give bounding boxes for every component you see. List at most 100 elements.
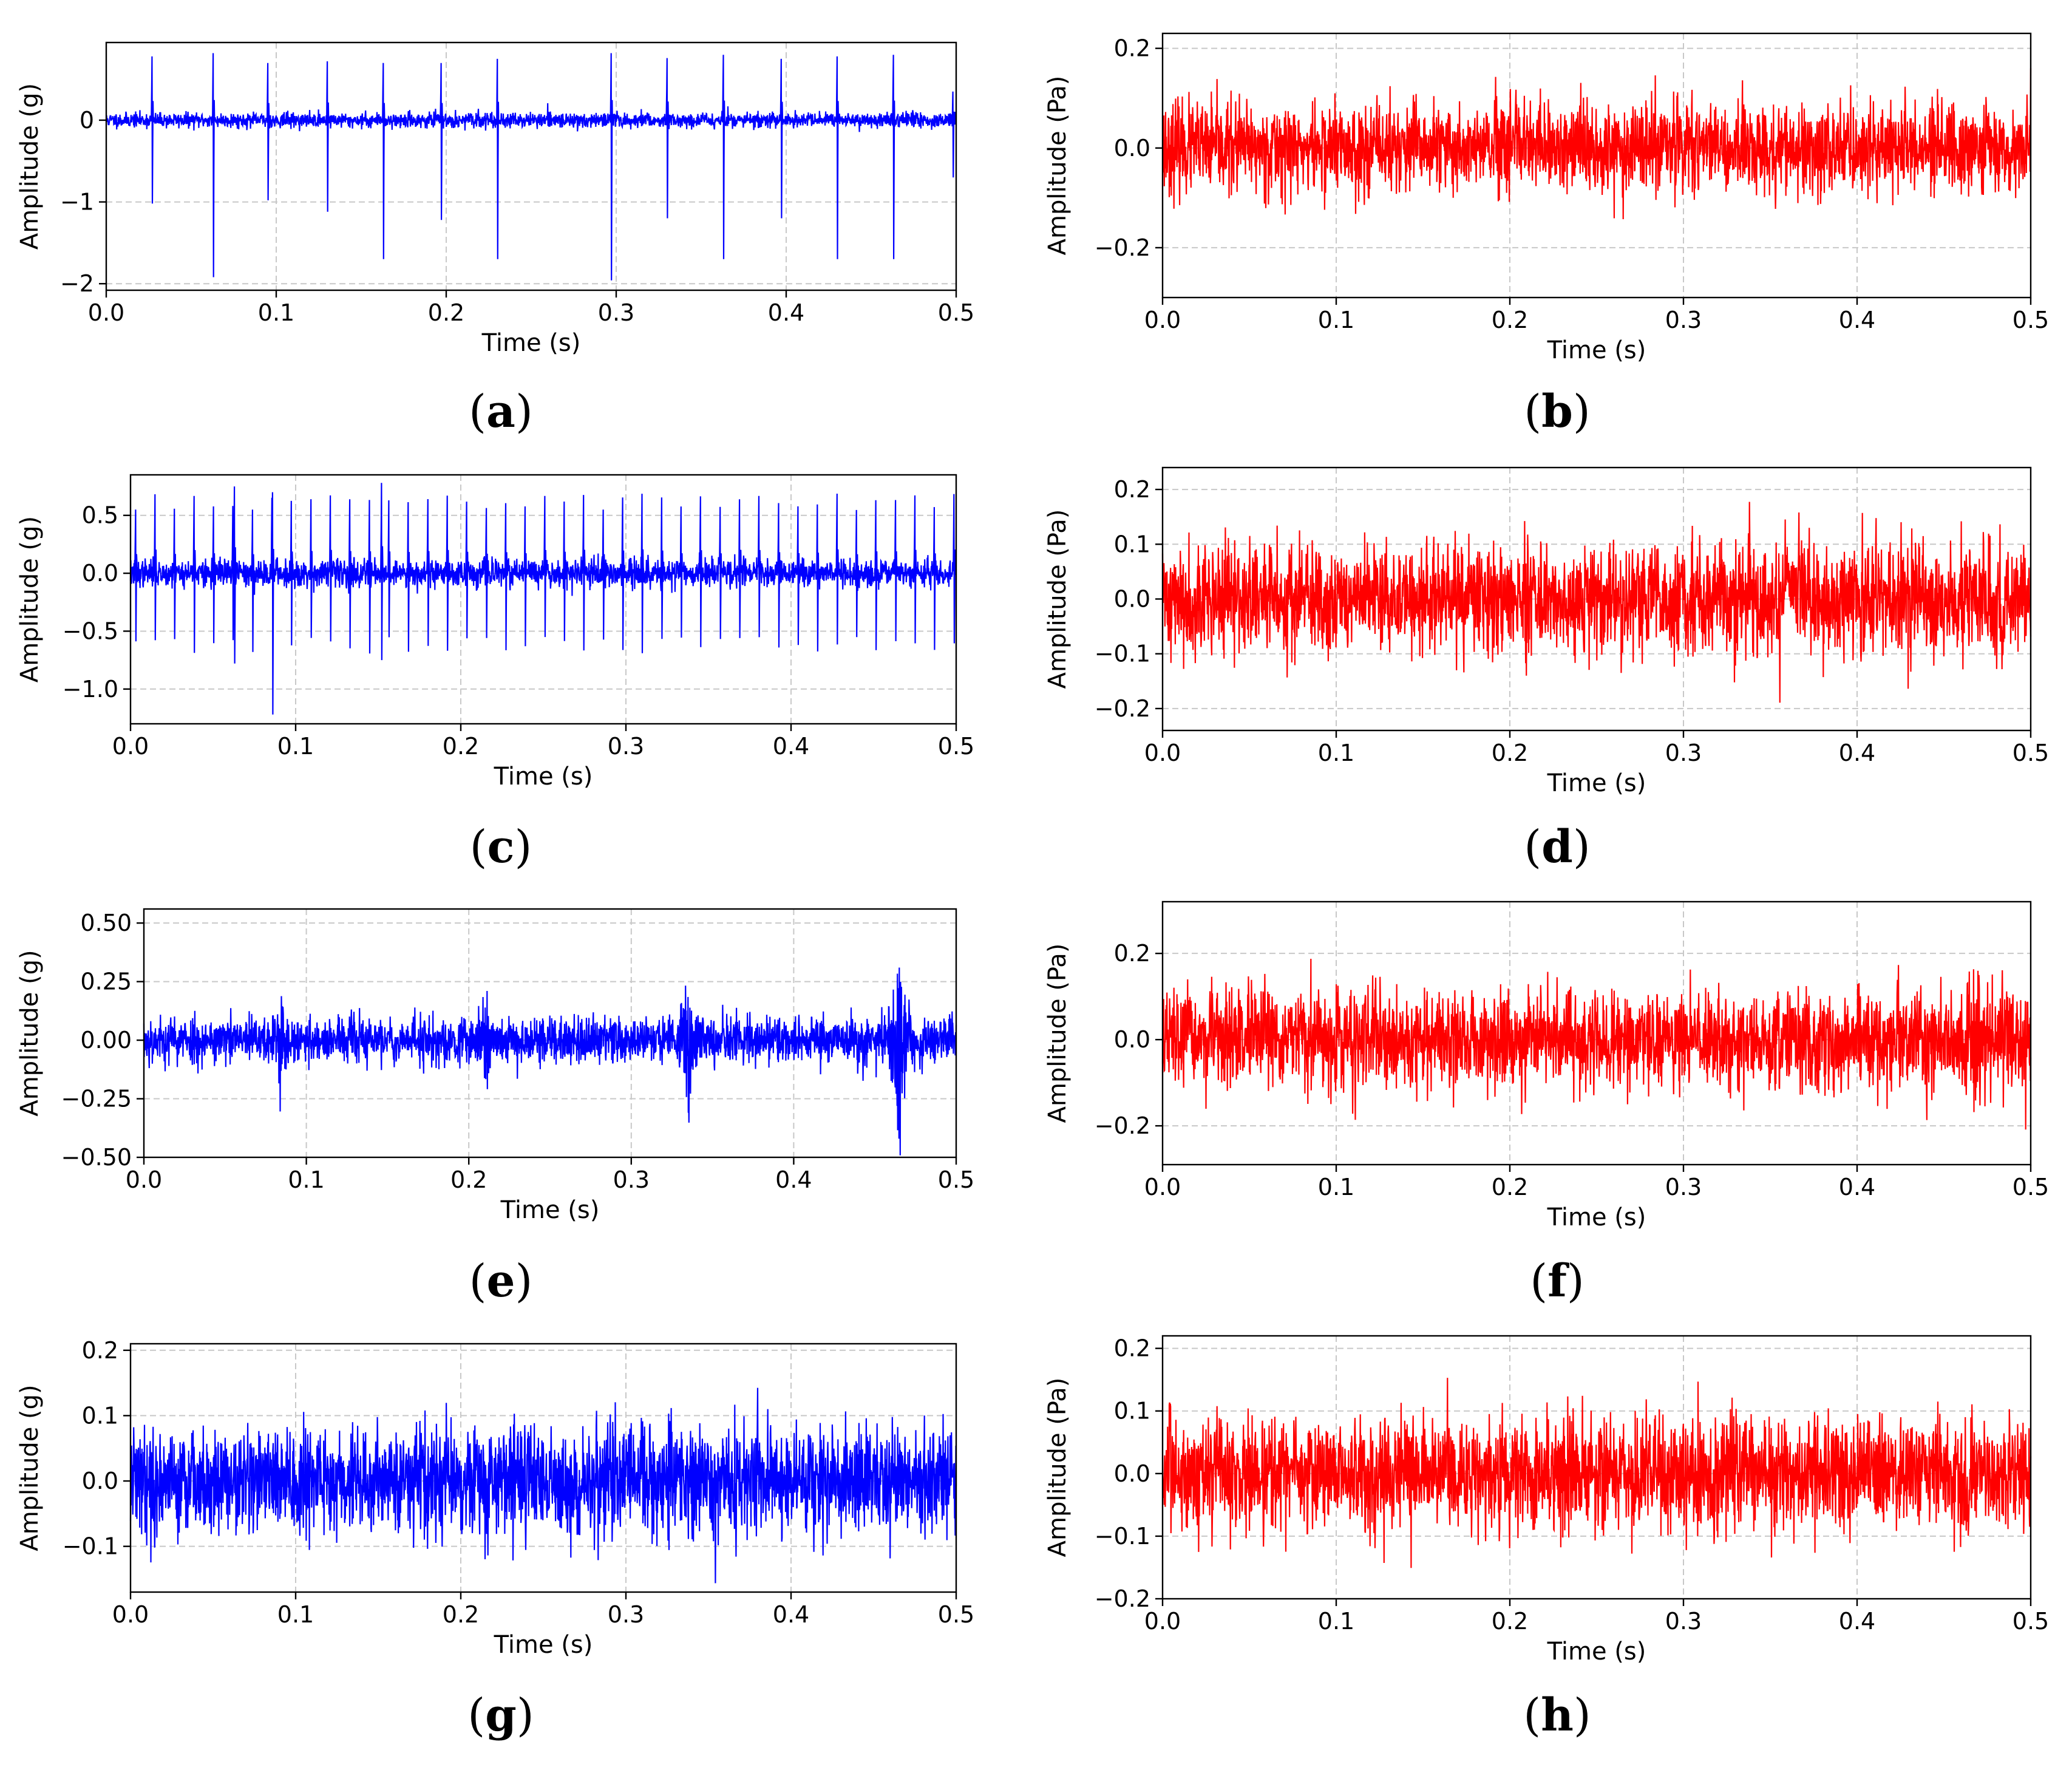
chart-panel-a: 0.0 0.1 0.2 0.3 0.4 0.5 −2 −1 0 Time (s) Amplitude…	[16, 41, 974, 438]
x-axis-label: Time (s)	[1547, 1203, 1646, 1231]
chart-panel-e: 0.0 0.1 0.2 0.3 0.4 0.5 −0.50 −0.25 0.00 0.25 0.50…	[16, 908, 974, 1307]
x-tick-label: 0.1	[1318, 1174, 1354, 1200]
series-line	[129, 1387, 957, 1584]
x-tick-label: 0.0	[1144, 307, 1181, 333]
x-tick-label: 0.4	[1839, 1608, 1875, 1635]
x-tick-label: 0.4	[775, 1166, 812, 1193]
y-tick-label: 0.2	[1114, 35, 1150, 62]
y-tick-label: 0.5	[82, 502, 118, 529]
x-axis-label: Time (s)	[494, 1631, 593, 1659]
chart-panel-d: 0.0 0.1 0.2 0.3 0.4 0.5 −0.2 −0.1 0.0 0.1 0.2 Time …	[1044, 466, 2049, 873]
plot-frame	[105, 41, 957, 291]
x-tick-label: 0.4	[768, 299, 804, 326]
y-tick-label: 0.0	[82, 1468, 118, 1494]
x-tick-label: 0.4	[773, 1601, 809, 1628]
x-tick-label: 0.3	[1665, 1174, 1702, 1200]
panel-caption: (g)	[467, 1689, 534, 1741]
plot-frame	[129, 1343, 957, 1593]
x-tick-label: 0.3	[598, 299, 634, 326]
x-tick-label: 0.0	[126, 1166, 162, 1193]
x-axis-label: Time (s)	[494, 763, 593, 791]
x-tick-label: 0.3	[613, 1166, 650, 1193]
y-tick-label: 0.2	[1114, 940, 1150, 967]
x-tick-label: 0.1	[277, 1601, 314, 1628]
y-tick-label: 0.0	[1114, 586, 1150, 613]
x-tick-label: 0.2	[1492, 307, 1528, 333]
y-tick-label: 0.0	[82, 560, 118, 587]
x-tick-label: 0.5	[2013, 307, 2049, 333]
x-tick-label: 0.2	[428, 299, 464, 326]
x-tick-label: 0.0	[1144, 740, 1181, 766]
x-tick-label: 0.3	[608, 733, 644, 760]
x-tick-label: 0.5	[938, 733, 974, 760]
series-line	[1161, 68, 2032, 220]
x-axis-label: Time (s)	[1547, 769, 1646, 797]
y-tick-label: −1	[60, 189, 94, 216]
series-line	[1161, 502, 2032, 703]
y-tick-label: 0.2	[1114, 476, 1150, 503]
y-tick-label: −0.1	[63, 1533, 118, 1560]
x-tick-label: 0.1	[288, 1166, 324, 1193]
panel-caption: (a)	[469, 386, 533, 438]
y-tick-label: −0.2	[1095, 1112, 1150, 1139]
panel-caption: (c)	[470, 821, 532, 873]
series-line	[143, 967, 957, 1156]
y-axis-label: Amplitude (g)	[16, 950, 44, 1116]
chart-panel-c: 0.0 0.1 0.2 0.3 0.4 0.5 −1.0 −0.5 0.0 0.5 Time (s)…	[16, 474, 974, 873]
x-tick-label: 0.1	[1318, 1608, 1354, 1635]
x-tick-label: 0.2	[1492, 1174, 1528, 1200]
y-axis-label: Amplitude (Pa)	[1044, 76, 1072, 256]
x-tick-label: 0.5	[2013, 1174, 2049, 1200]
x-tick-label: 0.4	[1839, 307, 1875, 333]
x-tick-label: 0.1	[1318, 307, 1354, 333]
x-tick-label: 0.5	[2013, 740, 2049, 766]
x-tick-label: 0.1	[1318, 740, 1354, 766]
x-tick-label: 0.0	[1144, 1608, 1181, 1635]
x-axis-label: Time (s)	[500, 1196, 600, 1224]
plot-frame	[143, 908, 957, 1159]
panel-caption: (b)	[1524, 386, 1591, 438]
plot-frame	[1161, 32, 2032, 299]
y-tick-label: −0.2	[1095, 234, 1150, 261]
x-axis-label: Time (s)	[481, 329, 581, 357]
x-tick-label: 0.2	[443, 733, 479, 760]
x-tick-label: 0.0	[1144, 1174, 1181, 1200]
panel-caption: (f)	[1530, 1255, 1585, 1307]
panel-caption: (e)	[469, 1255, 533, 1307]
x-tick-label: 0.1	[258, 299, 294, 326]
plot-frame	[1161, 1335, 2032, 1600]
y-tick-label: −0.50	[61, 1144, 132, 1171]
panel-caption: (h)	[1523, 1689, 1591, 1741]
x-tick-label: 0.5	[2013, 1608, 2049, 1635]
x-tick-label: 0.4	[773, 733, 809, 760]
y-tick-label: 0.2	[1114, 1335, 1150, 1362]
x-tick-label: 0.4	[1839, 1174, 1875, 1200]
y-tick-label: 0.0	[1114, 1460, 1150, 1487]
x-tick-label: 0.0	[88, 299, 124, 326]
chart-panel-h: 0.0 0.1 0.2 0.3 0.4 0.5 −0.2 −0.1 0.0 0.1 0.2 Time …	[1044, 1335, 2049, 1741]
x-tick-label: 0.5	[938, 1601, 974, 1628]
y-tick-label: 0.50	[80, 910, 132, 936]
x-tick-label: 0.5	[938, 299, 974, 326]
x-tick-label: 0.0	[112, 733, 149, 760]
y-tick-label: 0.0	[1114, 1026, 1150, 1053]
y-tick-label: 0.1	[1114, 1398, 1150, 1425]
y-tick-label: −0.1	[1095, 1523, 1150, 1550]
plot-frame	[1161, 900, 2032, 1166]
series-line	[129, 483, 957, 715]
x-tick-label: 0.5	[938, 1166, 974, 1193]
y-axis-label: Amplitude (g)	[16, 83, 44, 250]
x-tick-label: 0.3	[1665, 740, 1702, 766]
x-tick-label: 0.2	[1492, 1608, 1528, 1635]
y-axis-label: Amplitude (Pa)	[1044, 1378, 1072, 1557]
x-tick-label: 0.2	[1492, 740, 1528, 766]
series-line	[105, 53, 957, 281]
y-tick-label: 0.0	[1114, 135, 1150, 162]
y-tick-label: −0.2	[1095, 695, 1150, 722]
x-tick-label: 0.0	[112, 1601, 149, 1628]
y-tick-label: 0	[80, 107, 94, 134]
y-tick-label: 0.2	[82, 1337, 118, 1364]
y-tick-label: 0.00	[80, 1027, 132, 1053]
